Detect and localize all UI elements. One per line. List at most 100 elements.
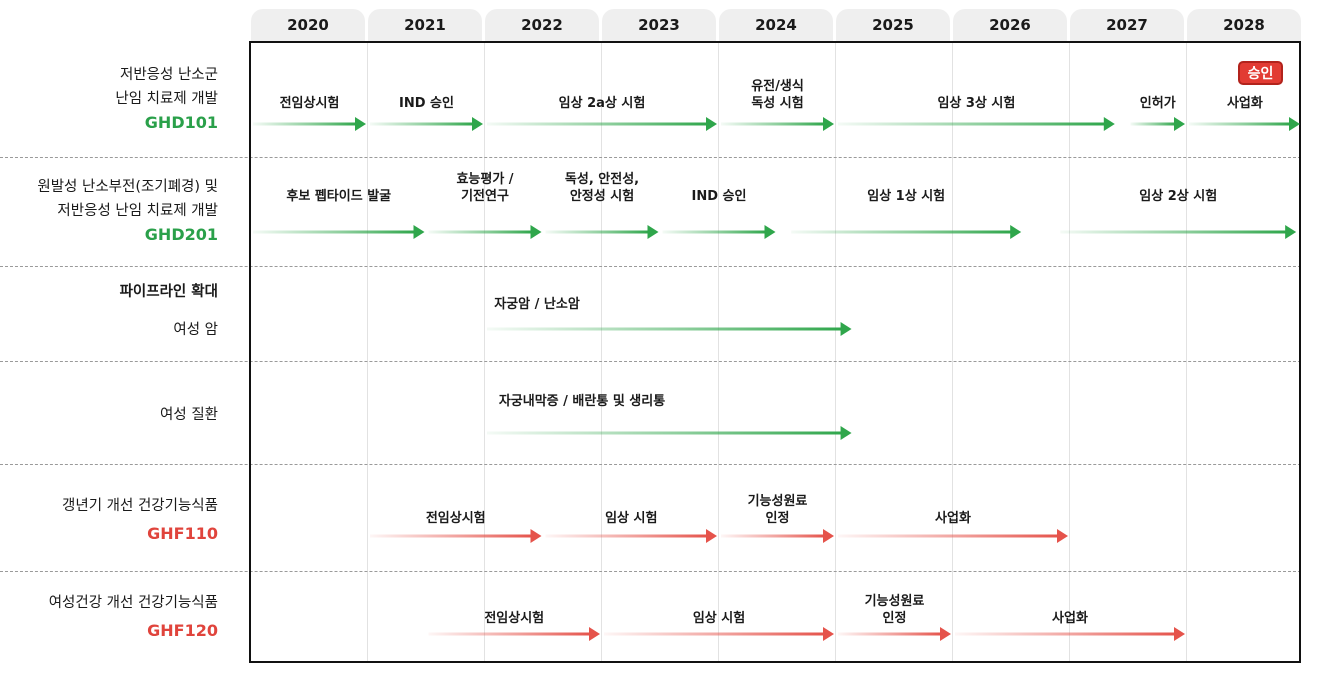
timeline-arrow-shaft [838,632,942,636]
timeline-segment-label: 전임상시험 [279,96,340,111]
row-separator [0,157,1301,158]
product-code: GHD101 [144,113,218,132]
timeline-arrow-head [823,117,834,131]
timeline-arrow-head [1174,117,1185,131]
timeline-arrow-head [530,225,542,239]
timeline-arrow-shaft [487,327,843,331]
year-divider [601,43,602,662]
timeline-segment-label: 임상 2a상 시험 [558,96,646,111]
row-label-ghd201: 원발성 난소부전(조기폐경) 및 저반응성 난임 치료제 개발 GHD201 [0,175,218,247]
timeline-segment-label: 전임상시험 [425,511,486,526]
timeline-segment-label: 기능성원료 인정 [864,594,925,626]
timeline-arrow-shaft [370,122,474,126]
timeline-arrow-shaft [253,122,357,126]
row-separator [0,266,1301,267]
timeline-segment-label: 독성, 안전성, 안정성 시험 [564,172,640,204]
row-separator [0,361,1301,362]
timeline-arrow-shaft [955,632,1176,636]
year-divider [835,43,836,662]
timeline-arrow-shaft [545,230,650,234]
row-label-line: 저반응성 난임 치료제 개발 [57,203,218,219]
timeline-arrow-shaft [487,122,708,126]
timeline-segment-label: 전임상시험 [484,611,545,626]
year-divider [484,43,485,662]
year-label: 2022 [485,9,599,41]
timeline-segment-label: 사업화 [1052,611,1088,626]
approval-badge: 승인 [1238,61,1283,85]
timeline-arrow-head [706,529,717,543]
row-label-line: 저반응성 난소군 [120,67,218,83]
timeline-arrow-shaft [721,534,825,538]
product-code: GHD201 [144,225,218,244]
timeline-segment-label: 사업화 [1226,96,1263,111]
timeline-segment-label: 임상 3상 시험 [937,96,1016,111]
timeline-arrow-shaft [1189,122,1291,126]
year-label: 2026 [953,9,1067,41]
timeline-arrow-shaft [791,230,1013,234]
timeline-arrow-head [764,225,776,239]
row-label-ghf120: 여성건강 개선 건강기능식품 GHF120 [0,591,218,643]
year-divider [1069,43,1070,662]
timeline-arrow-shaft [487,431,843,435]
timeline-arrow-head [1285,225,1297,239]
timeline-arrow-shaft [662,230,767,234]
timeline-arrow-head [1057,529,1068,543]
row-separator [0,464,1301,465]
timeline-arrow-shaft [253,230,416,234]
timeline-arrow-head [823,627,834,641]
timeline-arrow-shaft [428,632,591,636]
timeline-segment-label: 임상 시험 [692,611,746,626]
timeline-segment-label: 기능성원료 인정 [747,494,808,526]
timeline-segment-label: 인허가 [1139,96,1176,111]
timeline-arrow-shaft [370,534,533,538]
year-divider [1186,43,1187,662]
year-divider [367,43,368,662]
timeline-arrow-shaft [1130,122,1176,126]
timeline-arrow-shaft [838,122,1106,126]
row-separator [0,571,1301,572]
timeline-arrow-shaft [428,230,533,234]
timeline-frame [249,41,1301,663]
timeline-arrow-head [530,529,542,543]
timeline-arrow-shaft [604,632,825,636]
timeline-arrow-head [1289,117,1300,131]
timeline-arrow-head [472,117,483,131]
section-heading: 파이프라인 확대 [119,284,218,300]
timeline-arrow-head [355,117,366,131]
year-label: 2021 [368,9,482,41]
timeline-arrow-shaft [1060,230,1288,234]
row-label-line: 여성 질환 [160,407,218,423]
timeline-segment-label: 자궁암 / 난소암 [494,297,580,312]
timeline-segment-label: 임상 시험 [605,511,658,526]
year-label: 2027 [1070,9,1184,41]
product-code: GHF110 [147,524,218,543]
timeline-arrow-head [840,426,852,440]
timeline-arrow-head [413,225,425,239]
timeline-arrow-head [840,322,852,336]
row-label-line: 갱년기 개선 건강기능식품 [62,498,218,514]
year-label: 2025 [836,9,950,41]
timeline-arrow-head [1174,627,1185,641]
year-label: 2024 [719,9,833,41]
timeline-arrow-head [940,627,951,641]
year-divider [952,43,953,662]
timeline-arrow-head [706,117,717,131]
timeline-segment-label: IND 승인 [691,189,747,204]
row-label-ghf110: 갱년기 개선 건강기능식품 GHF110 [0,494,218,546]
row-label-line: 여성 암 [173,322,218,338]
timeline-arrow-shaft [838,534,1059,538]
product-code: GHF120 [147,621,218,640]
timeline-arrow-head [647,225,659,239]
timeline-arrow-head [1103,117,1115,131]
timeline-segment-label: 자궁내막증 / 배란통 및 생리통 [498,394,666,409]
year-divider [718,43,719,662]
timeline-arrow-head [589,627,600,641]
timeline-segment-label: 임상 1상 시험 [867,189,946,204]
timeline-arrow-head [1010,225,1022,239]
timeline-segment-label: 사업화 [935,511,971,526]
year-label: 2023 [602,9,716,41]
timeline-segment-label: 임상 2상 시험 [1139,189,1218,204]
year-label: 2028 [1187,9,1301,41]
row-label-female-disease: 여성 질환 [0,403,218,427]
